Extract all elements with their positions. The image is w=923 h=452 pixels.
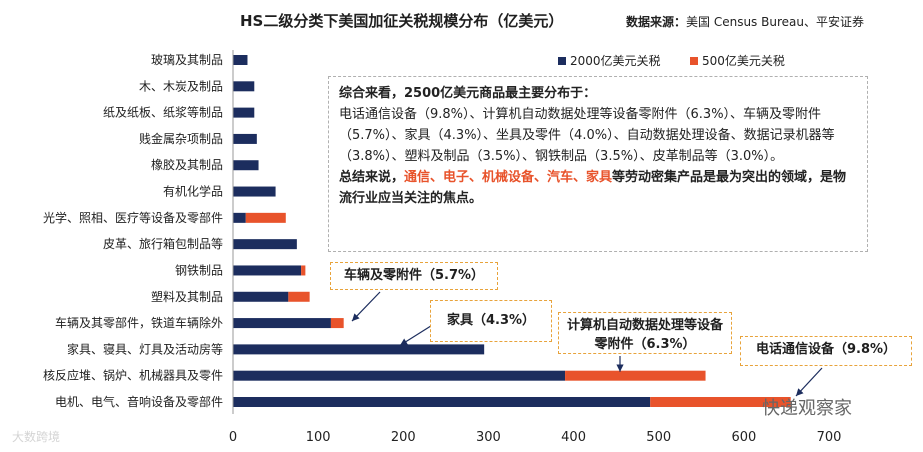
bar-2000 xyxy=(233,212,246,223)
bar-500 xyxy=(245,212,286,223)
bar-2000 xyxy=(233,265,302,276)
x-tick-label: 700 xyxy=(817,430,842,445)
category-label: 纸及纸板、纸浆等制品 xyxy=(103,105,223,120)
bar-2000 xyxy=(233,318,331,329)
bar-2000 xyxy=(233,133,257,144)
category-label: 核反应堆、锅炉、机械器具及零件 xyxy=(43,368,223,383)
category-label: 车辆及其零部件，铁道车辆除外 xyxy=(55,315,223,330)
category-label: 木、木炭及制品 xyxy=(139,79,223,93)
bar-2000 xyxy=(233,239,297,250)
chart-title: HS二级分类下美国加征关税规模分布（亿美元） xyxy=(240,12,564,30)
bar-500 xyxy=(565,370,706,381)
bar-2000 xyxy=(233,186,276,197)
source-label: 数据来源： xyxy=(626,15,687,29)
callout-vehicle: 车辆及零附件（5.7%） xyxy=(330,262,498,290)
legend-item-2000: 2000亿美元关税 xyxy=(558,52,661,69)
callout-computer: 计算机自动数据处理等设备零附件（6.3%） xyxy=(558,312,732,354)
legend-swatch-2000 xyxy=(558,56,566,65)
bar-2000 xyxy=(233,107,255,118)
bar-2000 xyxy=(233,81,255,92)
bar-500 xyxy=(288,291,310,302)
chart-source: 数据来源：美国 Census Bureau、平安证券 xyxy=(626,13,864,30)
category-label: 玻璃及其制品 xyxy=(151,53,223,67)
conclusion-highlight: 通信、电子、机械设备、汽车、家具 xyxy=(404,170,613,185)
callout-arrows xyxy=(351,291,823,397)
legend-swatch-500 xyxy=(690,56,698,65)
summary-conclusion: 总结来说，通信、电子、机械设备、汽车、家具等劳动密集产品是最为突出的领域，是物流… xyxy=(339,167,857,209)
bar-500 xyxy=(650,397,791,407)
conclusion-suffix: 等劳动密集产品是最为突出的领域，是物流行业应当关注的焦点。 xyxy=(339,170,847,206)
bar-2000 xyxy=(233,55,248,65)
category-label: 贱金属杂项制品 xyxy=(139,131,223,146)
x-tick-label: 100 xyxy=(306,430,331,445)
x-tick-label: 600 xyxy=(731,430,756,445)
watermark-secondary: 大数跨境 xyxy=(12,430,61,444)
x-tick-label: 200 xyxy=(391,430,416,445)
bar-2000 xyxy=(233,370,566,381)
callout-furniture: 家具（4.3%） xyxy=(430,300,552,342)
bar-500 xyxy=(330,318,344,329)
category-label: 家具、寝具、灯具及活动房等 xyxy=(67,341,223,356)
source-text: 美国 Census Bureau、平安证券 xyxy=(686,15,864,29)
bar-2000 xyxy=(233,344,485,355)
callout-phone: 电话通信设备（9.8%） xyxy=(740,336,912,366)
x-axis: 0 100 200 300 400 500 600 700 xyxy=(229,50,842,445)
category-labels: 玻璃及其制品木、木炭及制品纸及纸板、纸浆等制品贱金属杂项制品橡胶及其制品有机化学… xyxy=(43,53,223,409)
bar-500 xyxy=(301,265,306,276)
category-label: 皮革、旅行箱包制品等 xyxy=(103,236,223,251)
bars-group xyxy=(233,55,791,407)
category-label: 塑料及其制品 xyxy=(151,289,223,304)
arrow-phone xyxy=(795,367,823,397)
summary-box: 综合来看，2500亿美元商品最主要分布于： 电话通信设备（9.8%）、计算机自动… xyxy=(328,76,868,252)
legend-item-500: 500亿美元关税 xyxy=(690,52,785,69)
bar-2000 xyxy=(233,397,651,407)
x-tick-label: 0 xyxy=(229,430,237,445)
watermark-text: 快递观察家 xyxy=(762,398,852,419)
summary-body: 电话通信设备（9.8%）、计算机自动数据处理等设备零附件（6.3%）、车辆及零附… xyxy=(339,107,835,164)
x-tick-label: 400 xyxy=(561,430,586,445)
category-label: 钢铁制品 xyxy=(175,263,223,277)
bar-2000 xyxy=(233,160,259,171)
category-label: 电机、电气、音响设备及零部件 xyxy=(55,394,223,409)
bar-2000 xyxy=(233,291,289,302)
legend-label-500: 500亿美元关税 xyxy=(702,54,785,68)
arrow-furniture xyxy=(399,323,435,346)
x-tick-label: 300 xyxy=(476,430,501,445)
category-label: 光学、照相、医疗等设备及零部件 xyxy=(43,210,223,225)
x-tick-label: 500 xyxy=(646,430,671,445)
summary-heading: 综合来看，2500亿美元商品最主要分布于： xyxy=(339,86,597,101)
conclusion-prefix: 总结来说， xyxy=(339,170,405,185)
arrow-vehicle xyxy=(351,291,381,322)
category-label: 有机化学品 xyxy=(163,184,223,199)
legend-label-2000: 2000亿美元关税 xyxy=(570,54,661,68)
category-label: 橡胶及其制品 xyxy=(151,157,223,172)
